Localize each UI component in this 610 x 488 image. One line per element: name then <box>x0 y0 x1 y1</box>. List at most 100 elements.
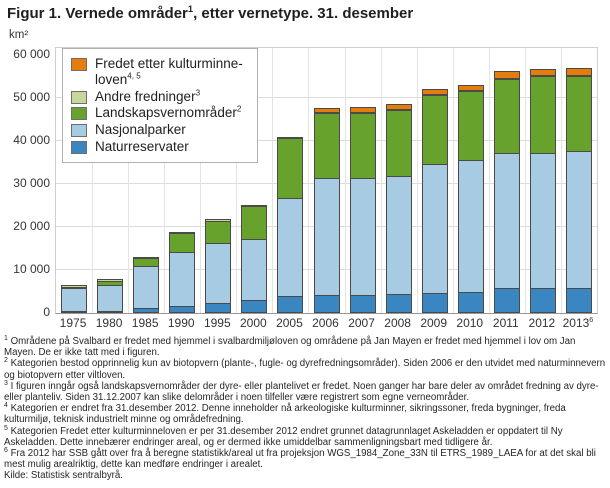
segment-naturreservater-2007 <box>350 294 375 312</box>
segment-nasjonalparker-2005 <box>278 198 303 297</box>
gridline-vertical <box>344 48 346 313</box>
bar-2008 <box>385 103 412 313</box>
x-tick-label-1980: 1980 <box>95 316 123 330</box>
x-tick-label-2012: 2012 <box>528 316 556 330</box>
footnote-6: 6 Fra 2012 har SSB gått over fra å bereg… <box>4 446 596 471</box>
footnote-1: 1 Områdene på Svalbard er fredet med hje… <box>4 334 576 359</box>
segment-kulturminne-2007 <box>350 108 375 112</box>
gridline-vertical <box>416 48 418 313</box>
segment-landskapsvernomrader-2010 <box>458 91 483 161</box>
legend-swatch-kulturminne <box>71 58 87 71</box>
x-tick-label-2013: 20136 <box>562 315 594 330</box>
segment-andre-fredninger-2010 <box>458 90 483 92</box>
segment-naturreservater-2011 <box>494 288 519 312</box>
segment-landskapsvernomrader-2006 <box>314 112 339 178</box>
legend-swatch-landskapsvernomrader <box>71 107 87 121</box>
bar-1990 <box>169 231 196 313</box>
plot-area <box>55 47 598 314</box>
segment-andre-fredninger-2013 <box>566 74 591 76</box>
bar-2005 <box>277 136 304 313</box>
segment-nasjonalparker-2009 <box>422 164 447 293</box>
legend: Fredet etter kulturminne-loven4, 5 Andre … <box>62 48 258 163</box>
legend-item-naturreservater: Naturreservater <box>71 139 243 155</box>
x-tick-label-2006: 2006 <box>312 316 339 330</box>
segment-landskapsvernomrader-2011 <box>494 78 519 153</box>
gridline-vertical <box>560 48 562 313</box>
segment-landskapsvernomrader-1995 <box>206 220 231 243</box>
segment-andre-fredninger-2006 <box>314 111 339 113</box>
bar-2007 <box>349 107 376 313</box>
segment-landskapsvernomrader-2000 <box>242 206 267 240</box>
x-tick-label-1985: 1985 <box>131 316 159 330</box>
bar-2010 <box>457 84 484 313</box>
segment-landskapsvernomrader-2008 <box>386 110 411 177</box>
title-footnote-marker: 1 <box>187 4 194 14</box>
x-tick-label-1975: 1975 <box>59 316 87 330</box>
segment-andre-fredninger-2008 <box>386 109 411 111</box>
y-tick-label: 30 000 <box>13 176 50 190</box>
segment-nasjonalparker-1980 <box>98 284 123 311</box>
bar-1995 <box>205 219 232 313</box>
legend-label-kulturminne: Fredet etter kulturminne-loven4, 5 <box>95 56 243 87</box>
bar-2011 <box>493 71 520 313</box>
segment-nasjonalparker-2000 <box>242 239 267 300</box>
gridline-vertical <box>128 48 130 313</box>
gridline-vertical <box>92 48 94 313</box>
segment-landskapsvernomrader-1990 <box>170 233 195 252</box>
segment-naturreservater-2008 <box>386 293 411 312</box>
gridline-vertical <box>308 48 310 313</box>
legend-label-andre-fredninger: Andre fredninger3 <box>95 88 201 104</box>
gridline-vertical <box>236 48 238 313</box>
bar-1980 <box>97 279 124 313</box>
y-tick-label: 60 000 <box>13 47 50 61</box>
segment-nasjonalparker-2008 <box>386 176 411 294</box>
gridline-vertical <box>200 48 202 313</box>
segment-kulturminne-2009 <box>422 89 447 95</box>
footnote-4: 4 Kategorien er endret fra 31.desember 2… <box>4 401 566 426</box>
segment-kulturminne-2011 <box>494 72 519 78</box>
bar-2006 <box>313 107 340 313</box>
legend-item-andre-fredninger: Andre fredninger3 <box>71 89 243 105</box>
gridline-vertical <box>380 48 382 313</box>
x-tick-label-1990: 1990 <box>167 316 195 330</box>
segment-landskapsvernomrader-2013 <box>566 75 591 151</box>
gridline-horizontal <box>56 97 597 98</box>
segment-landskapsvernomrader-2005 <box>278 138 303 199</box>
segment-naturreservater-2010 <box>458 291 483 312</box>
x-tick-label-2008: 2008 <box>384 316 411 330</box>
legend-label-naturreservater: Naturreservater <box>95 138 189 154</box>
legend-item-kulturminne: Fredet etter kulturminne-loven4, 5 <box>71 56 243 88</box>
legend-swatch-nasjonalparker <box>71 124 87 138</box>
segment-nasjonalparker-2013 <box>566 150 591 288</box>
segment-andre-fredninger-2009 <box>422 94 447 96</box>
legend-item-landskapsvernomrader: Landskapsvernområder2 <box>71 105 243 121</box>
segment-landskapsvernomrader-1975 <box>62 286 87 288</box>
segment-naturreservater-1980 <box>98 310 123 312</box>
segment-kulturminne-2006 <box>314 108 339 112</box>
bar-1985 <box>133 256 160 313</box>
gridline-vertical <box>524 48 526 313</box>
segment-kulturminne-2013 <box>566 69 591 75</box>
segment-andre-fredninger-2011 <box>494 77 519 79</box>
segment-nasjonalparker-1985 <box>134 266 159 309</box>
legend-swatch-naturreservater <box>71 140 87 154</box>
bar-2013 <box>565 68 592 313</box>
gridline-vertical <box>452 48 454 313</box>
segment-andre-fredninger-2012 <box>530 75 555 77</box>
y-axis-unit-label: km² <box>9 29 29 41</box>
segment-naturreservater-2013 <box>566 287 591 312</box>
bar-2000 <box>241 204 268 313</box>
x-tick-label-2005: 2005 <box>276 316 303 330</box>
figure-title: Figur 1. Vernede områder1, etter vernety… <box>7 4 414 22</box>
x-tick-label-2007: 2007 <box>348 316 375 330</box>
segment-landskapsvernomrader-2007 <box>350 112 375 179</box>
gridline-vertical <box>272 48 274 313</box>
legend-swatch-andre-fredninger <box>71 90 87 104</box>
segment-naturreservater-2009 <box>422 292 447 312</box>
gridline-vertical <box>488 48 490 313</box>
y-tick-label: 10 000 <box>13 262 50 276</box>
segment-landskapsvernomrader-1985 <box>134 258 159 267</box>
segment-naturreservater-1995 <box>206 302 231 312</box>
segment-andre-fredninger-2007 <box>350 111 375 113</box>
